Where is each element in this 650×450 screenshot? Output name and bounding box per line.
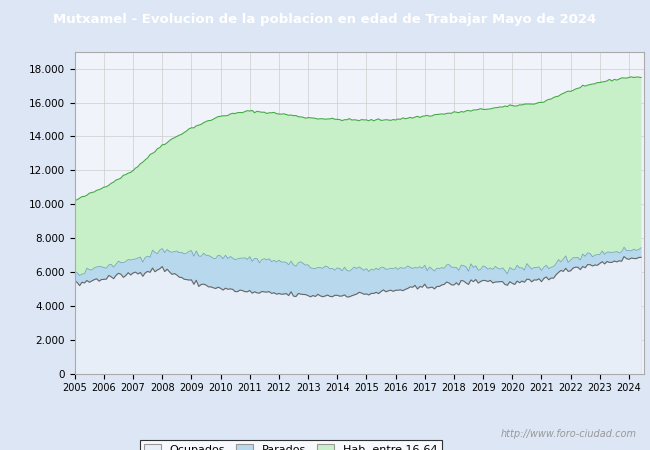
Legend: Ocupados, Parados, Hab. entre 16-64: Ocupados, Parados, Hab. entre 16-64: [140, 440, 442, 450]
Text: http://www.foro-ciudad.com: http://www.foro-ciudad.com: [501, 429, 637, 439]
Text: Mutxamel - Evolucion de la poblacion en edad de Trabajar Mayo de 2024: Mutxamel - Evolucion de la poblacion en …: [53, 13, 597, 26]
